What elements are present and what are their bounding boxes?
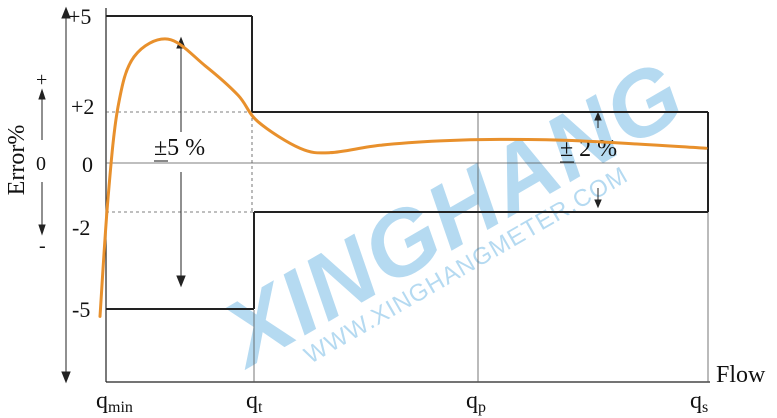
axes — [105, 8, 710, 383]
x-tick-label-qmin: qmin — [96, 388, 133, 416]
error-curve — [98, 37, 708, 318]
x-axis-title: Flow — [716, 362, 766, 388]
zero-sign: 0 — [36, 153, 46, 175]
y-tick-labels: +5 +2 0 -2 -5 — [68, 4, 94, 322]
error-direction-arrow — [38, 6, 71, 384]
watermark-brand: XINGHANG — [203, 41, 702, 388]
y-tick-label-minus5: -5 — [72, 297, 90, 322]
minus-sign: - — [39, 235, 46, 257]
x-tick-label-qt: qt — [246, 388, 263, 416]
x-tick-label-qs: qs — [690, 388, 708, 416]
error-limits — [106, 15, 709, 310]
reference-lines — [106, 112, 709, 382]
x-tick-label-qp: qp — [466, 388, 486, 416]
x-tick-labels: qmin qt qp qs — [96, 388, 708, 416]
y-axis-title: Error% — [4, 125, 30, 196]
y-tick-label-plus5: +5 — [68, 4, 91, 29]
y-tick-label-minus2: -2 — [72, 215, 90, 240]
zone-label-5: ±5 % — [154, 135, 205, 161]
y-tick-label-0: 0 — [82, 152, 93, 177]
plus-sign: + — [36, 69, 47, 91]
dashed-guides — [106, 111, 254, 213]
y-tick-label-plus2: +2 — [71, 94, 94, 119]
watermark: XINGHANG WWW.XINGHANGMETER.COM — [203, 41, 702, 388]
